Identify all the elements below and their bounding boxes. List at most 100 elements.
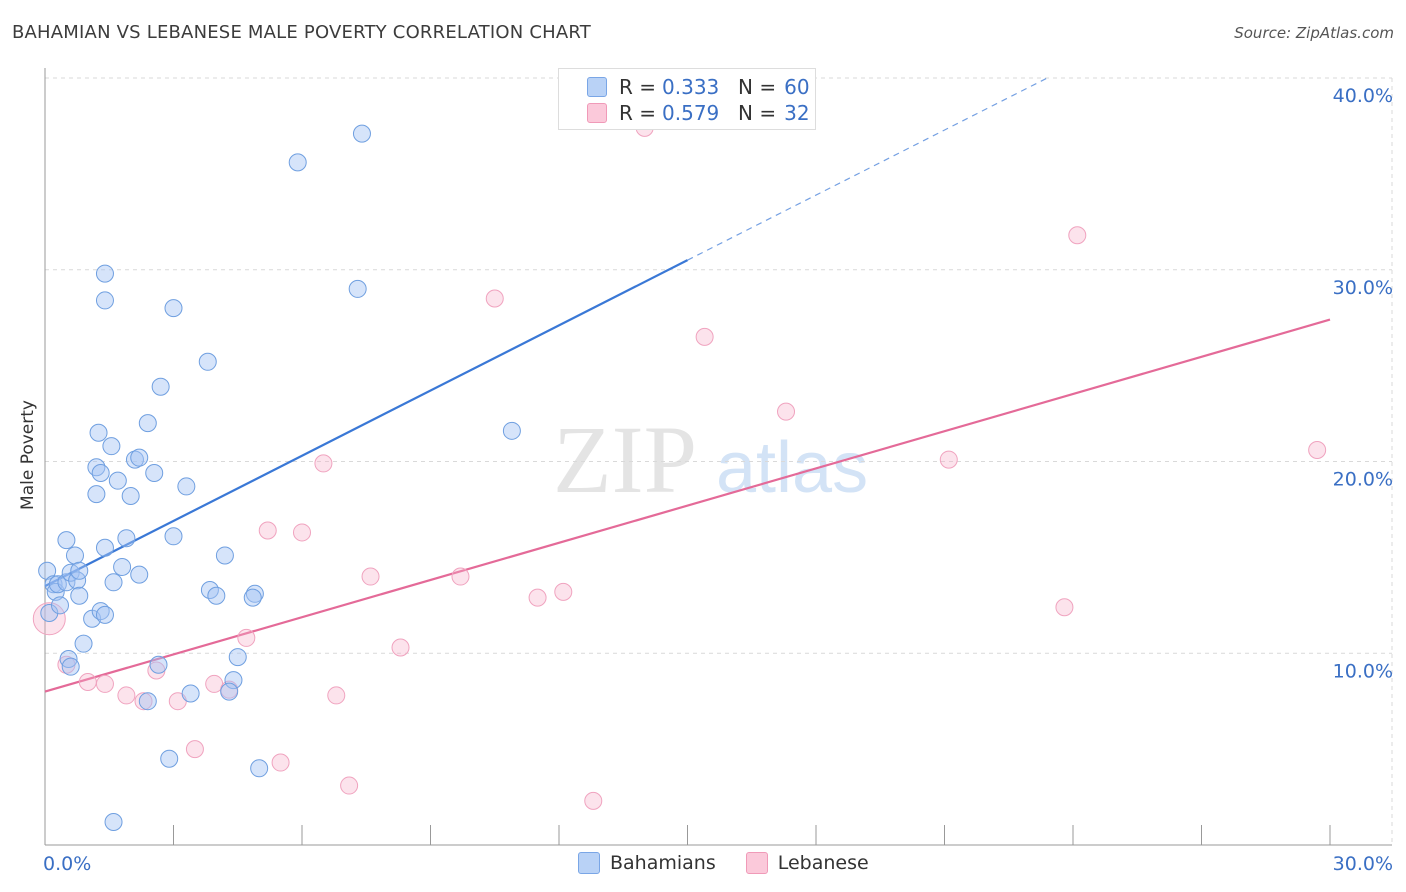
data-point-bahamians [207,586,226,605]
data-point-bahamians [145,464,164,483]
data-point-bahamians [95,291,114,310]
series-legend: Bahamians Lebanese [578,852,899,874]
legend-r-label: R = [619,101,657,125]
legend-n-value: 32 [784,101,810,125]
x-tick-label-max: 30.0% [1333,853,1393,875]
data-point-bahamians [220,682,239,701]
data-point-bahamians [130,448,149,467]
legend-swatch-pink [587,103,607,123]
data-point-bahamians [130,565,149,584]
data-point-bahamians [104,573,123,592]
data-point-bahamians [160,749,179,768]
legend-n-value: 60 [784,75,810,99]
data-point-bahamians [177,477,196,496]
data-point-bahamians [102,437,121,456]
data-point-lebanese [271,753,290,772]
legend-label-bahamians: Bahamians [610,852,716,874]
data-point-bahamians [250,759,269,778]
watermark-atlas: atlas [716,428,868,508]
y-tick-label: 40.0% [1333,85,1393,107]
chart-title: BAHAMIAN VS LEBANESE MALE POVERTY CORREL… [12,22,591,43]
data-point-lebanese [205,674,224,693]
y-tick-label: 10.0% [1333,660,1393,682]
data-point-lebanese [584,791,603,810]
data-point-lebanese [327,686,346,705]
data-point-lebanese [117,686,136,705]
gridlines [45,77,1393,845]
trend-lines [44,77,1331,693]
data-point-bahamians [104,812,123,831]
y-tick-label: 30.0% [1333,277,1393,299]
data-point-bahamians [95,538,114,557]
legend-n-label: N = [738,101,777,125]
data-point-lebanese [1055,598,1074,617]
data-point-bahamians [149,655,168,674]
source-credit: Source: ZipAtlas.com [1234,24,1394,42]
trend-line-lebanese [44,318,1331,693]
data-point-bahamians [228,648,247,667]
legend-r-value: 0.333 [662,75,720,99]
data-point-bahamians [164,299,183,318]
data-point-bahamians [89,423,108,442]
data-points [32,118,1327,831]
legend-swatch-blue [578,852,600,874]
legend-label-lebanese: Lebanese [777,852,869,874]
data-point-bahamians [164,527,183,546]
data-point-lebanese [258,521,277,540]
data-point-lebanese [695,327,714,346]
data-point-lebanese [1068,226,1087,245]
data-point-bahamians [215,546,234,565]
data-point-bahamians [224,671,243,690]
legend-n-label: N = [738,75,777,99]
legend-r-value: 0.579 [662,101,720,125]
data-point-bahamians [70,561,89,580]
data-point-bahamians [181,684,200,703]
data-point-bahamians [138,414,157,433]
data-point-lebanese [314,454,333,473]
data-point-lebanese [554,582,573,601]
trend-line-bahamians [44,259,688,588]
data-point-bahamians [59,650,78,669]
data-point-lebanese [528,588,547,607]
data-point-lebanese [78,673,97,692]
data-point-bahamians [243,588,262,607]
data-point-bahamians [74,634,93,653]
data-point-bahamians [113,557,132,576]
data-point-bahamians [151,377,170,396]
data-point-bahamians [502,421,521,440]
data-point-bahamians [352,124,371,143]
data-point-bahamians [50,596,69,615]
legend-swatch-blue [587,77,607,97]
data-point-bahamians [87,485,106,504]
data-point-bahamians [61,657,80,676]
watermark-zip: ZIP [553,406,697,513]
data-point-bahamians [138,692,157,711]
axes [44,68,1392,846]
data-point-bahamians [198,352,217,371]
data-point-lebanese [361,567,380,586]
data-point-bahamians [121,487,140,506]
legend-row-bahamians: R = 0.333 N = 60 [587,74,810,100]
data-point-lebanese [95,674,114,693]
data-point-bahamians [57,531,76,550]
legend-r-label: R = [619,75,657,99]
data-point-lebanese [939,450,958,469]
data-point-bahamians [108,471,127,490]
data-point-bahamians [117,529,136,548]
data-point-bahamians [65,546,84,565]
data-point-bahamians [288,153,307,172]
data-point-bahamians [95,605,114,624]
legend-row-lebanese: R = 0.579 N = 32 [587,100,810,126]
legend-item-bahamians[interactable]: Bahamians [578,852,716,874]
x-tick-label-min: 0.0% [43,853,91,875]
data-point-lebanese [185,740,204,759]
tick-labels: 10.0% 20.0% 30.0% 40.0% 0.0% 30.0% [43,85,1393,875]
data-point-bahamians [40,603,59,622]
data-point-lebanese [451,567,470,586]
data-point-bahamians [95,264,114,283]
data-point-bahamians [70,586,89,605]
data-point-bahamians [91,464,110,483]
legend-item-lebanese[interactable]: Lebanese [745,852,869,874]
data-point-lebanese [485,289,504,308]
